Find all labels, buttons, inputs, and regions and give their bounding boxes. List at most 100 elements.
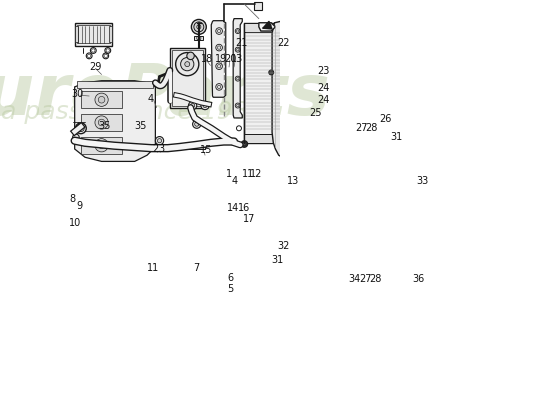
Polygon shape	[259, 23, 276, 31]
Text: 7: 7	[194, 263, 200, 273]
Bar	[244, 23, 286, 32]
Text: 32: 32	[277, 241, 290, 251]
Circle shape	[157, 139, 162, 143]
Polygon shape	[75, 81, 155, 162]
Circle shape	[189, 101, 197, 110]
Text: 26: 26	[379, 114, 392, 124]
Circle shape	[187, 52, 194, 60]
Circle shape	[216, 44, 222, 51]
Bar	[75, 26, 78, 42]
Bar	[77, 25, 110, 44]
Text: 5: 5	[227, 284, 233, 294]
Text: 6: 6	[227, 273, 233, 283]
Text: 23: 23	[317, 66, 330, 76]
Bar	[81, 91, 122, 108]
Polygon shape	[211, 21, 226, 97]
Text: 16: 16	[238, 203, 250, 213]
Text: 35: 35	[98, 121, 111, 131]
Circle shape	[236, 30, 239, 32]
Circle shape	[236, 48, 239, 51]
Text: 20: 20	[224, 54, 236, 64]
Circle shape	[203, 104, 207, 108]
Circle shape	[98, 96, 105, 103]
Circle shape	[243, 142, 246, 146]
Text: a passion since 1985: a passion since 1985	[1, 100, 264, 124]
Text: 12: 12	[250, 169, 262, 179]
Text: 24: 24	[317, 83, 330, 93]
Bar	[172, 50, 203, 106]
Text: 14: 14	[227, 203, 239, 213]
Circle shape	[190, 104, 195, 108]
Text: 4: 4	[148, 94, 154, 104]
Bar	[170, 48, 205, 108]
Polygon shape	[233, 19, 243, 118]
Circle shape	[78, 125, 84, 132]
Text: 28: 28	[366, 123, 378, 133]
Bar	[244, 23, 286, 143]
Text: 1: 1	[226, 169, 232, 179]
Bar	[189, 144, 205, 149]
Circle shape	[73, 134, 79, 141]
Circle shape	[236, 77, 239, 80]
Text: 27: 27	[359, 274, 371, 284]
Text: 11: 11	[147, 263, 159, 273]
Bar	[81, 136, 122, 154]
Text: 28: 28	[370, 274, 382, 284]
Circle shape	[216, 28, 222, 34]
Circle shape	[98, 142, 105, 148]
Text: 33: 33	[416, 176, 428, 186]
Text: 9: 9	[76, 201, 82, 211]
Polygon shape	[272, 19, 297, 159]
Text: 19: 19	[214, 54, 227, 64]
Text: euroParts: euroParts	[0, 61, 331, 130]
Text: 36: 36	[412, 274, 424, 284]
Circle shape	[216, 63, 222, 70]
Text: 29: 29	[89, 62, 102, 72]
Text: 10: 10	[69, 218, 81, 228]
Text: 11: 11	[241, 169, 254, 179]
Text: 4: 4	[232, 176, 238, 186]
Circle shape	[180, 58, 194, 71]
Text: 25: 25	[309, 108, 322, 118]
Text: 13: 13	[230, 54, 243, 64]
Text: 22: 22	[277, 38, 290, 48]
Text: 15: 15	[200, 145, 212, 155]
Circle shape	[185, 62, 190, 67]
Circle shape	[191, 20, 206, 34]
Circle shape	[216, 84, 222, 90]
Bar	[75, 23, 112, 46]
Circle shape	[269, 70, 274, 75]
Circle shape	[197, 25, 201, 29]
Bar	[81, 114, 122, 131]
Bar	[254, 2, 262, 10]
Circle shape	[95, 93, 108, 106]
Circle shape	[192, 120, 201, 128]
Circle shape	[95, 116, 108, 129]
Bar	[108, 26, 112, 42]
Circle shape	[175, 52, 199, 76]
Text: 18: 18	[201, 54, 213, 64]
Circle shape	[194, 22, 204, 32]
Text: 31: 31	[390, 132, 403, 142]
Text: 35: 35	[135, 121, 147, 131]
Circle shape	[236, 104, 239, 107]
Circle shape	[75, 123, 86, 134]
Text: 17: 17	[243, 214, 256, 224]
Circle shape	[201, 101, 209, 110]
Circle shape	[195, 122, 199, 126]
Text: 30: 30	[72, 89, 84, 99]
Text: 21: 21	[235, 38, 248, 48]
Text: 24: 24	[317, 95, 330, 105]
Circle shape	[95, 139, 108, 152]
Text: 13: 13	[287, 176, 299, 186]
Text: 2: 2	[152, 144, 159, 154]
Circle shape	[241, 141, 248, 147]
Text: 3: 3	[159, 144, 165, 154]
Text: 27: 27	[355, 123, 367, 133]
Text: 31: 31	[271, 255, 283, 265]
Circle shape	[155, 136, 164, 145]
Text: 8: 8	[69, 194, 75, 204]
Bar	[77, 81, 153, 88]
Bar	[194, 36, 204, 40]
Text: 34: 34	[348, 274, 360, 284]
